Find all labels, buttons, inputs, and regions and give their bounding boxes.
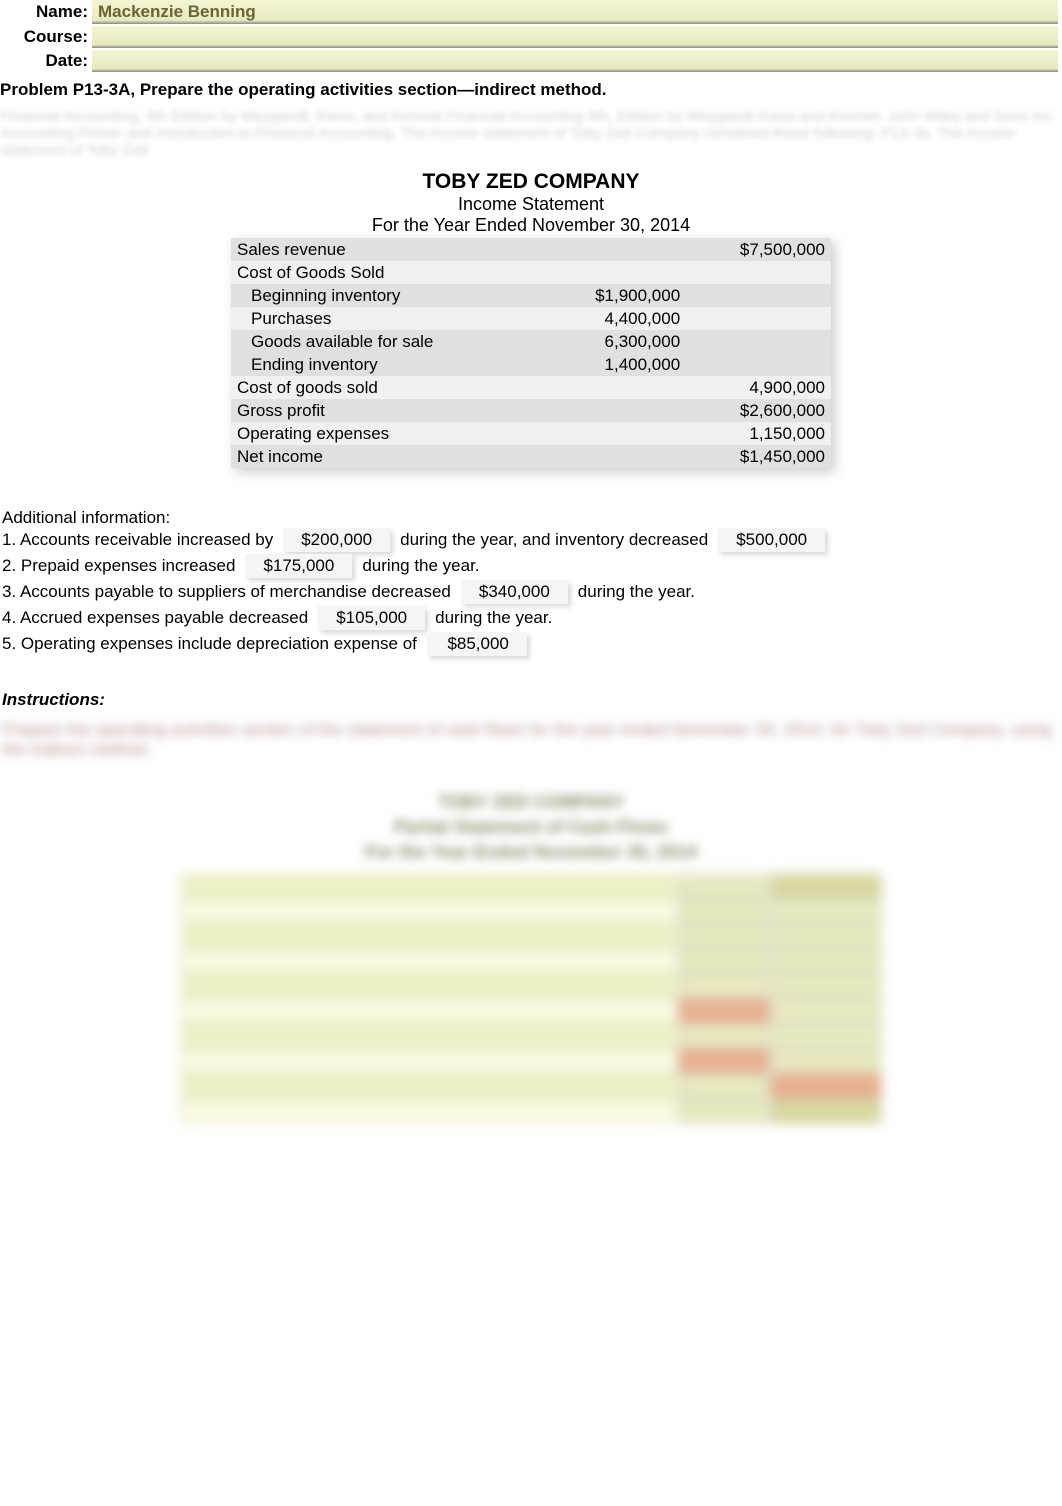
info-value: $200,000 (283, 528, 390, 552)
info-text: 4. Accrued expenses payable decreased (2, 608, 308, 628)
instructions-text: Prepare the operating activities section… (0, 720, 1062, 760)
row-label: Beginning inventory (231, 284, 562, 307)
row-value-2: $2,600,000 (686, 399, 831, 422)
name-input[interactable]: Mackenzie Benning (92, 0, 1058, 24)
info-item: 1. Accounts receivable increased by $200,… (2, 528, 1060, 552)
info-text: during the year. (362, 556, 479, 576)
table-row: Sales revenue $7,500,000 (231, 238, 831, 261)
date-input[interactable] (92, 50, 1058, 72)
cashflow-table (181, 874, 881, 1123)
row-label: Cost of goods sold (231, 376, 562, 399)
additional-info-title: Additional information: (2, 508, 1060, 528)
row-value-1 (562, 422, 686, 445)
cashflow-period: For the Year Ended November 30, 2014 (0, 840, 1062, 865)
info-text: during the year, and inventory decreased (400, 530, 708, 550)
table-row: Ending inventory1,400,000 (231, 353, 831, 376)
row-label: Cost of Goods Sold (231, 261, 562, 284)
row-value-1: 4,400,000 (562, 307, 686, 330)
instructions-label: Instructions: (0, 690, 1062, 710)
row-value-1 (562, 238, 686, 261)
info-value: $340,000 (461, 580, 568, 604)
row-value-2 (686, 307, 831, 330)
info-text: 2. Prepaid expenses increased (2, 556, 235, 576)
statement-title: Income Statement (0, 194, 1062, 215)
table-row: Beginning inventory$1,900,000 (231, 284, 831, 307)
cashflow-company: TOBY ZED COMPANY (0, 790, 1062, 815)
info-value: $105,000 (318, 606, 425, 630)
row-label: Goods available for sale (231, 330, 562, 353)
row-label: Purchases (231, 307, 562, 330)
watermark-text: Financial Accounting, 9th Edition by Wey… (0, 104, 1062, 164)
row-value-1: 6,300,000 (562, 330, 686, 353)
row-value-2 (686, 330, 831, 353)
table-row: Purchases4,400,000 (231, 307, 831, 330)
info-text: during the year. (435, 608, 552, 628)
name-label: Name: (0, 2, 92, 22)
row-value-2 (686, 353, 831, 376)
row-value-2 (686, 261, 831, 284)
date-label: Date: (0, 51, 92, 71)
problem-title: Problem P13-3A, Prepare the operating ac… (0, 74, 1062, 104)
row-value-1: $1,900,000 (562, 284, 686, 307)
table-row: Net income $1,450,000 (231, 445, 831, 468)
row-label: Ending inventory (231, 353, 562, 376)
info-item: 3. Accounts payable to suppliers of merc… (2, 580, 1060, 604)
period-title: For the Year Ended November 30, 2014 (0, 215, 1062, 236)
row-value-1 (562, 261, 686, 284)
course-input[interactable] (92, 26, 1058, 48)
info-item: 2. Prepaid expenses increased $175,000 dur… (2, 554, 1060, 578)
info-text: 1. Accounts receivable increased by (2, 530, 273, 550)
row-value-1 (562, 376, 686, 399)
row-value-1 (562, 445, 686, 468)
info-value: $85,000 (427, 632, 527, 656)
row-label: Operating expenses (231, 422, 562, 445)
row-value-2: 1,150,000 (686, 422, 831, 445)
row-value-2: $7,500,000 (686, 238, 831, 261)
row-value-2 (686, 284, 831, 307)
table-row: Gross profit $2,600,000 (231, 399, 831, 422)
info-text: 3. Accounts payable to suppliers of merc… (2, 582, 451, 602)
row-value-1 (562, 399, 686, 422)
course-label: Course: (0, 27, 92, 47)
company-name: TOBY ZED COMPANY (0, 170, 1062, 194)
row-value-2: 4,900,000 (686, 376, 831, 399)
table-row: Cost of goods sold 4,900,000 (231, 376, 831, 399)
cashflow-title: Partial Statement of Cash Flows (0, 815, 1062, 840)
row-label: Sales revenue (231, 238, 562, 261)
row-value-2: $1,450,000 (686, 445, 831, 468)
table-row: Operating expenses 1,150,000 (231, 422, 831, 445)
income-statement-table: Sales revenue $7,500,000 Cost of Goods Sol… (231, 238, 831, 468)
info-item: 4. Accrued expenses payable decreased $10… (2, 606, 1060, 630)
table-row: Goods available for sale6,300,000 (231, 330, 831, 353)
row-label: Gross profit (231, 399, 562, 422)
info-item: 5. Operating expenses include depreciati… (2, 632, 1060, 656)
table-row: Cost of Goods Sold (231, 261, 831, 284)
info-text: 5. Operating expenses include depreciati… (2, 634, 417, 654)
row-label: Net income (231, 445, 562, 468)
row-value-1: 1,400,000 (562, 353, 686, 376)
info-text: during the year. (578, 582, 695, 602)
info-value: $500,000 (718, 528, 825, 552)
info-value: $175,000 (245, 554, 352, 578)
